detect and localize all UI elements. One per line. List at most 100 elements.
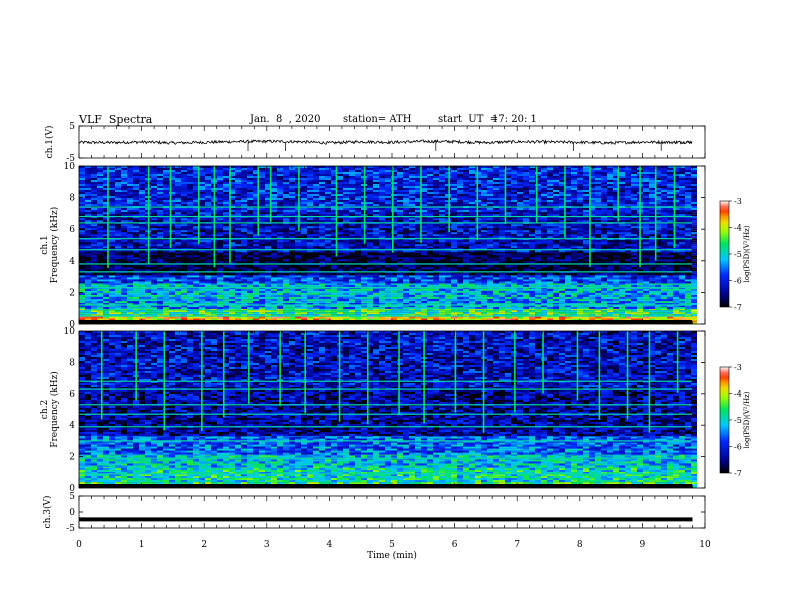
spectrogram-cell — [571, 269, 577, 272]
spectrogram-cell — [421, 255, 427, 258]
spectrogram-cell — [529, 267, 535, 270]
spectrogram-cell — [157, 294, 163, 297]
spectrogram-cell — [325, 279, 331, 282]
spectrogram-cell — [559, 301, 565, 304]
spectrogram-cell — [409, 277, 415, 280]
spectrogram-cell — [391, 314, 397, 317]
spectrogram-cell — [505, 310, 511, 313]
spectrogram-cell — [481, 212, 487, 215]
spectrogram-cell — [301, 316, 307, 319]
spectrogram-cell — [175, 257, 181, 260]
spectrogram-cell — [379, 292, 385, 295]
spectrogram-cell — [349, 284, 355, 287]
spectrogram-cell — [349, 292, 355, 295]
spectrogram-cell — [301, 308, 307, 311]
spectrogram-cell — [289, 257, 295, 260]
spectrogram-cell — [649, 277, 655, 280]
spectrogram-cell — [241, 253, 247, 256]
spectrogram-cell — [325, 308, 331, 311]
spectrogram-cell — [601, 220, 607, 223]
spectrogram-cell — [379, 218, 385, 221]
spectrogram-cell — [619, 310, 625, 313]
spectrogram-cell — [595, 307, 601, 310]
spectrogram-cell — [529, 220, 535, 223]
spectrogram-cell — [427, 269, 433, 272]
spectrogram-cell — [421, 308, 427, 311]
spectrogram-cell — [541, 314, 547, 317]
spectrogram-cell — [505, 307, 511, 310]
spectrogram-cell — [223, 273, 229, 276]
spectrogram-cell — [295, 294, 301, 297]
spectrogram-cell — [121, 296, 127, 299]
spectrogram-cell — [133, 294, 139, 297]
spectrogram-cell — [451, 214, 457, 217]
spectrogram-cell — [229, 273, 235, 276]
spectrogram-cell — [613, 255, 619, 258]
spectrogram-cell — [685, 255, 691, 258]
spectrogram-cell — [187, 273, 193, 276]
spectrogram-cell — [619, 259, 625, 262]
spectrogram-cell — [439, 261, 445, 264]
spectrogram-cell — [85, 224, 91, 227]
spectrogram-cell — [271, 294, 277, 297]
spectrogram-cell — [289, 281, 295, 284]
spectrogram-cell — [529, 312, 535, 315]
spectrogram-cell — [343, 308, 349, 311]
spectrogram-cell — [127, 273, 133, 276]
spectrogram-cell — [553, 299, 559, 302]
spectrogram-cell — [283, 314, 289, 317]
spectrogram-cell — [127, 275, 133, 278]
spectrogram-cell — [487, 212, 493, 215]
spectrogram-cell — [133, 299, 139, 302]
spectrogram-cell — [133, 253, 139, 256]
spectrogram-cell — [343, 292, 349, 295]
spectrogram-cell — [457, 257, 463, 260]
spectrogram-cell — [307, 261, 313, 264]
spectrogram-cell — [193, 265, 199, 268]
spectrogram-cell — [637, 284, 643, 287]
spectrogram-cell — [145, 288, 151, 291]
spectrogram-cell — [193, 307, 199, 310]
spectrogram-cell — [259, 277, 265, 280]
spectrogram-cell — [109, 224, 115, 227]
spectrogram-cell — [163, 214, 169, 217]
spectrogram-cell — [685, 214, 691, 217]
spectrogram-cell — [205, 316, 211, 319]
spectrogram-cell — [205, 253, 211, 256]
spectrogram-cell — [283, 218, 289, 221]
spectrogram-cell — [79, 288, 85, 291]
spectrogram-cell — [409, 267, 415, 270]
spectrogram-cell — [571, 275, 577, 278]
spectrogram-cell — [511, 277, 517, 280]
spectrogram-cell — [487, 307, 493, 310]
spectrogram-cell — [361, 290, 367, 293]
spectrogram-cell — [445, 212, 451, 215]
spectrogram-cell — [403, 269, 409, 272]
spectrogram-cell — [433, 296, 439, 299]
spectrogram-cell — [247, 307, 253, 310]
spectrogram-cell — [79, 310, 85, 313]
spectrogram-cell — [325, 316, 331, 319]
spectrogram-cell — [103, 279, 109, 282]
spectrogram-cell — [493, 269, 499, 272]
spectrogram-cell — [85, 214, 91, 217]
spectrogram-cell — [457, 277, 463, 280]
spectrogram-cell — [649, 212, 655, 215]
spectrogram-cell — [241, 275, 247, 278]
spectrogram-cell — [655, 299, 661, 302]
spectrogram-cell — [181, 224, 187, 227]
spectrogram-cell — [565, 296, 571, 299]
spectrogram-cell — [115, 220, 121, 223]
spectrogram-cell — [247, 214, 253, 217]
spectrogram-cell — [583, 318, 589, 321]
spectrogram-cell — [127, 299, 133, 302]
spectrogram-cell — [667, 218, 673, 221]
spectrogram-cell — [265, 316, 271, 319]
spectrogram-cell — [481, 292, 487, 295]
spectrogram-cell — [457, 288, 463, 291]
spectrogram-cell — [163, 212, 169, 215]
spectrogram-cell — [211, 312, 217, 315]
spectrogram-cell — [499, 220, 505, 223]
spectrogram-cell — [265, 224, 271, 227]
spectrogram-cell — [163, 279, 169, 282]
